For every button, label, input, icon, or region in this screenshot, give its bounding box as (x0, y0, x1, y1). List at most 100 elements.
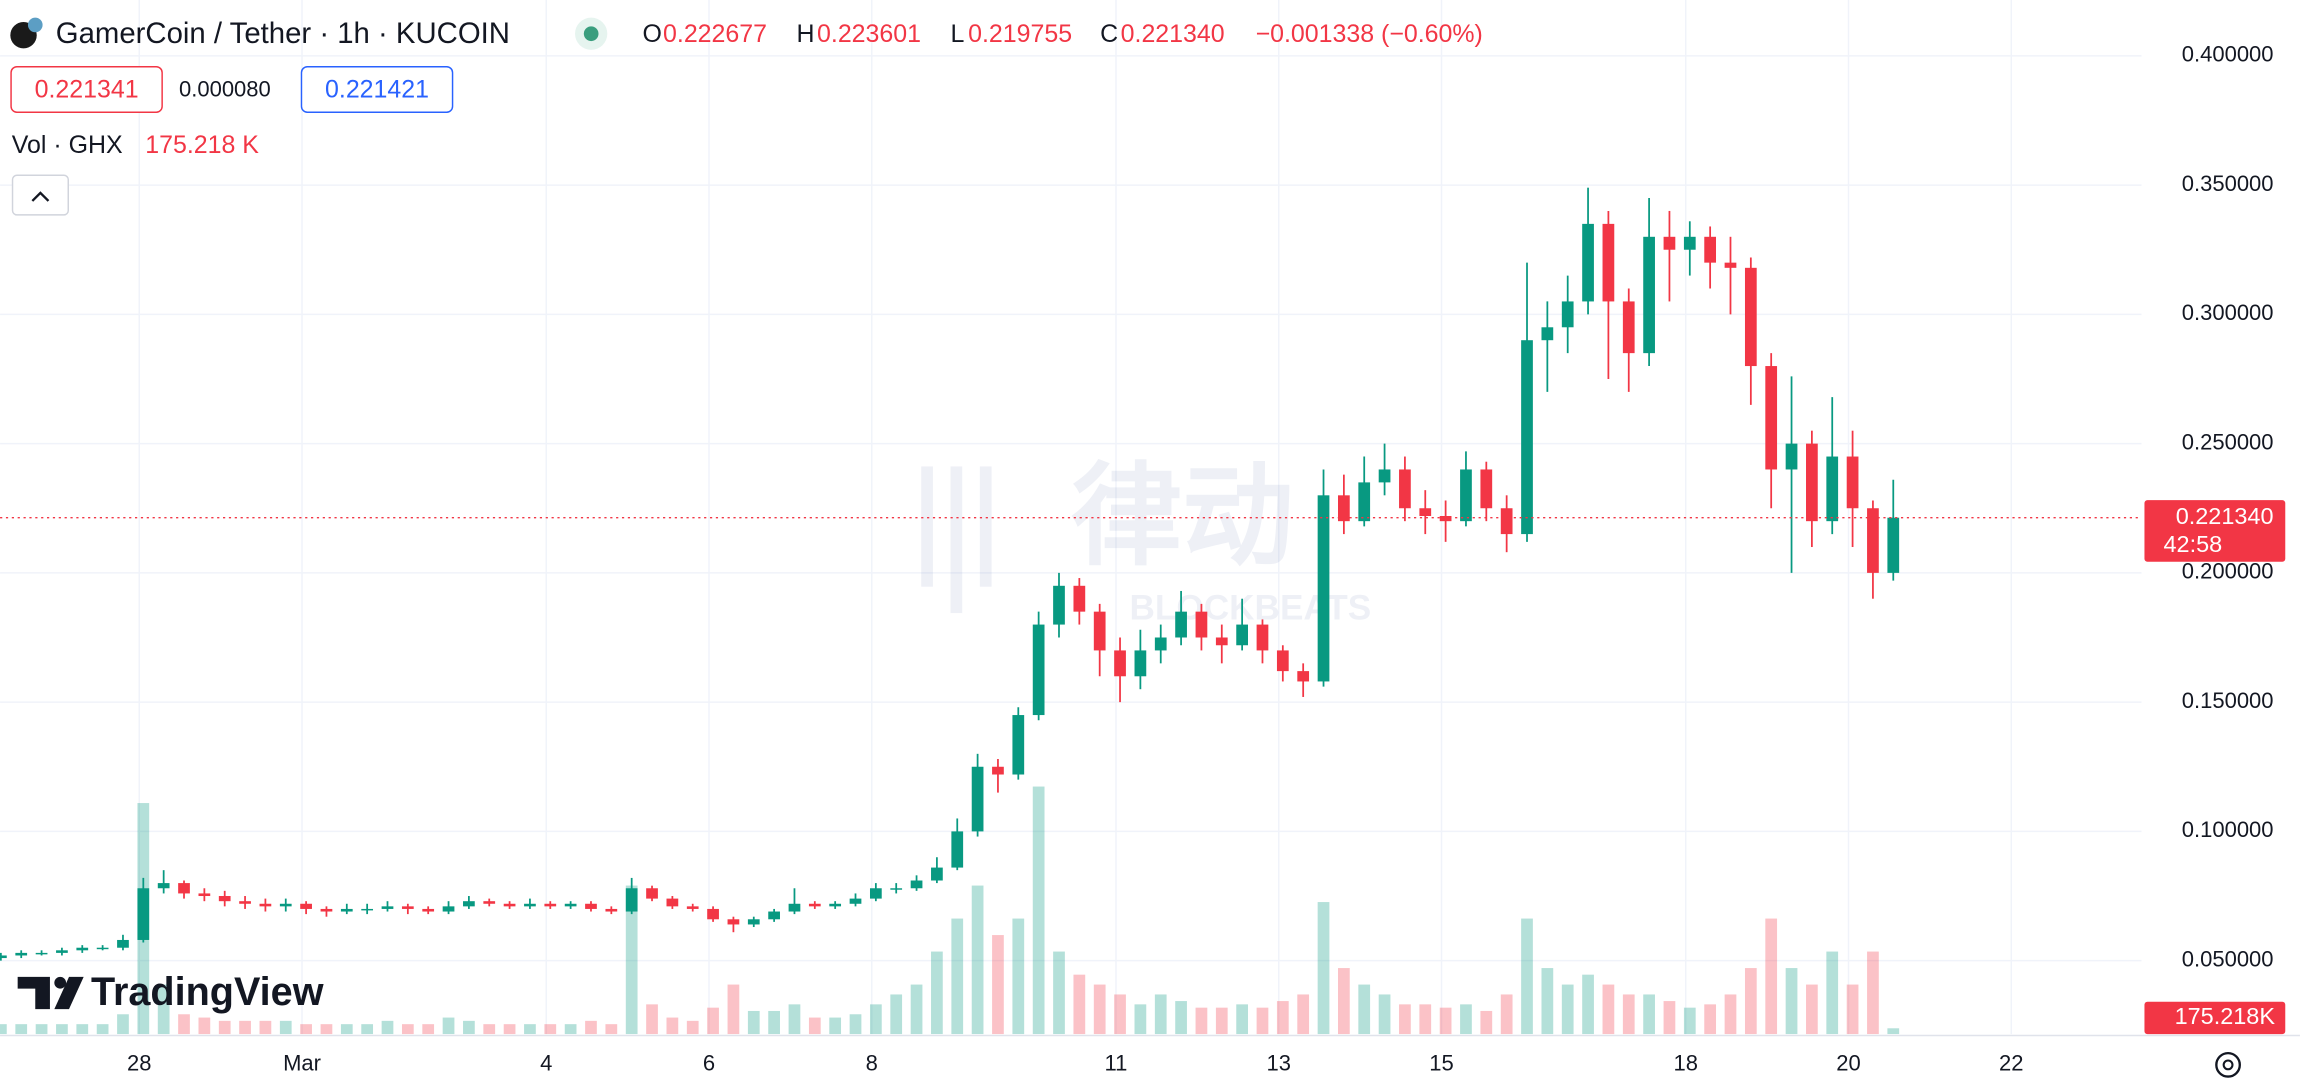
ohlc-value: 0.219755 (968, 20, 1072, 48)
candle-body (727, 919, 740, 925)
volume-bar (157, 984, 170, 1035)
chevron-icon (31, 191, 50, 202)
volume-bar (1154, 994, 1167, 1035)
candle-body (463, 901, 475, 907)
volume-bar (279, 1020, 292, 1035)
volume-bar (218, 1020, 231, 1035)
candle-body (829, 903, 842, 907)
settings-icon[interactable] (2215, 1051, 2241, 1078)
volume-bar (1256, 1007, 1269, 1035)
x-tick-label: 8 (866, 1051, 878, 1076)
y-tick-label: 0.400000 (2182, 42, 2274, 67)
candle-body (992, 766, 1004, 775)
x-tick-label: 20 (1836, 1051, 1860, 1076)
watermark-glyph (950, 466, 963, 614)
volume-bar (178, 1014, 190, 1035)
candle-body (1541, 327, 1554, 341)
candle-body (422, 908, 435, 912)
candle-body (1887, 517, 1900, 573)
volume-bar (931, 951, 943, 1035)
tv-logo (17, 976, 50, 1010)
volume-bar (503, 1024, 516, 1035)
collapse-button[interactable] (11, 174, 70, 216)
volume-bar (524, 1024, 536, 1035)
volume-bar (1663, 1001, 1676, 1035)
candle-body (1053, 585, 1065, 625)
symbol-logo (27, 17, 43, 33)
candle-body (0, 955, 7, 959)
candle-body (381, 906, 394, 909)
candle-body (788, 903, 801, 912)
volume-bar (117, 1014, 129, 1035)
candle-body (1154, 637, 1167, 651)
volume-bar (1582, 974, 1594, 1035)
volume-bar (320, 1024, 333, 1035)
candle-body (361, 908, 374, 911)
volume-bar (1317, 902, 1330, 1035)
buy-button[interactable] (300, 66, 454, 113)
volume-bar (1500, 994, 1513, 1035)
countdown: 42:58 (2164, 531, 2223, 557)
last-price-label: 0.221340 (2176, 503, 2274, 529)
volume-bar (1602, 984, 1615, 1035)
y-tick-label: 0.150000 (2182, 688, 2274, 713)
candle-body (951, 831, 964, 868)
settings-icon (2222, 1059, 2234, 1071)
volume-bar (198, 1017, 211, 1035)
volume-bar (1012, 918, 1025, 1035)
candle-body (646, 888, 658, 899)
ohlc-key: O (643, 20, 662, 48)
x-tick-label: 22 (1999, 1051, 2023, 1076)
candle-body (1744, 267, 1757, 367)
watermark-text: 律动 (1071, 454, 1294, 579)
volume-bar (1053, 951, 1065, 1035)
ohlc-value: 0.222677 (663, 20, 767, 48)
candle-body (1317, 495, 1330, 682)
volume-bar (1744, 968, 1757, 1035)
ohlc-key: C (1100, 20, 1118, 48)
candle-body (971, 766, 984, 832)
volume-bar (625, 885, 638, 1035)
y-tick-label: 0.350000 (2182, 171, 2274, 196)
candle-body (178, 883, 190, 894)
watermark-glyph (921, 466, 933, 587)
volume-bar (544, 1024, 557, 1035)
volume-bar (1114, 994, 1126, 1035)
volume-bar (381, 1020, 394, 1035)
candle-body (869, 888, 882, 899)
ask[interactable]: 0.221421 (325, 76, 429, 104)
x-tick-label: 28 (127, 1051, 151, 1076)
x-tick-label: 18 (1673, 1051, 1697, 1076)
volume-legend-name: Vol · GHX (12, 131, 123, 159)
volume-bar (1032, 786, 1045, 1035)
volume-bar (808, 1017, 821, 1035)
volume-bar (1297, 994, 1310, 1035)
tv-logo (54, 976, 84, 1010)
candle-body (625, 888, 638, 912)
candle-body (96, 947, 109, 950)
candle-body (401, 906, 414, 909)
y-tick-label: 0.250000 (2182, 429, 2274, 454)
volume-bar (1521, 918, 1533, 1035)
candle-body (1419, 508, 1432, 516)
axes: 0.050000 0.100000 0.150000 0.200000 0.250000… (127, 42, 2274, 1076)
sell-button[interactable] (10, 66, 163, 113)
volume-bar (259, 1020, 272, 1035)
volume-bar (1867, 951, 1879, 1035)
candle-body (1683, 236, 1696, 250)
symbol-title[interactable]: GamerCoin / Tether · 1h · KUCOIN (56, 17, 510, 50)
candle-body (483, 901, 496, 904)
x-tick-label: 13 (1267, 1051, 1291, 1076)
volume-bar (1134, 1004, 1147, 1035)
volume-bar (1358, 984, 1371, 1035)
candle-body (300, 903, 312, 909)
overlay-watermark: 律动 BLOCKBEATS (921, 454, 1371, 627)
candle-body (56, 950, 68, 953)
volume-bar (869, 1004, 882, 1035)
tv-logo (54, 976, 67, 989)
candle-body (1236, 624, 1248, 646)
candle-body (1704, 236, 1717, 263)
candle-body (585, 903, 597, 909)
candle-body (564, 903, 577, 907)
bid[interactable]: 0.221341 (35, 76, 139, 104)
